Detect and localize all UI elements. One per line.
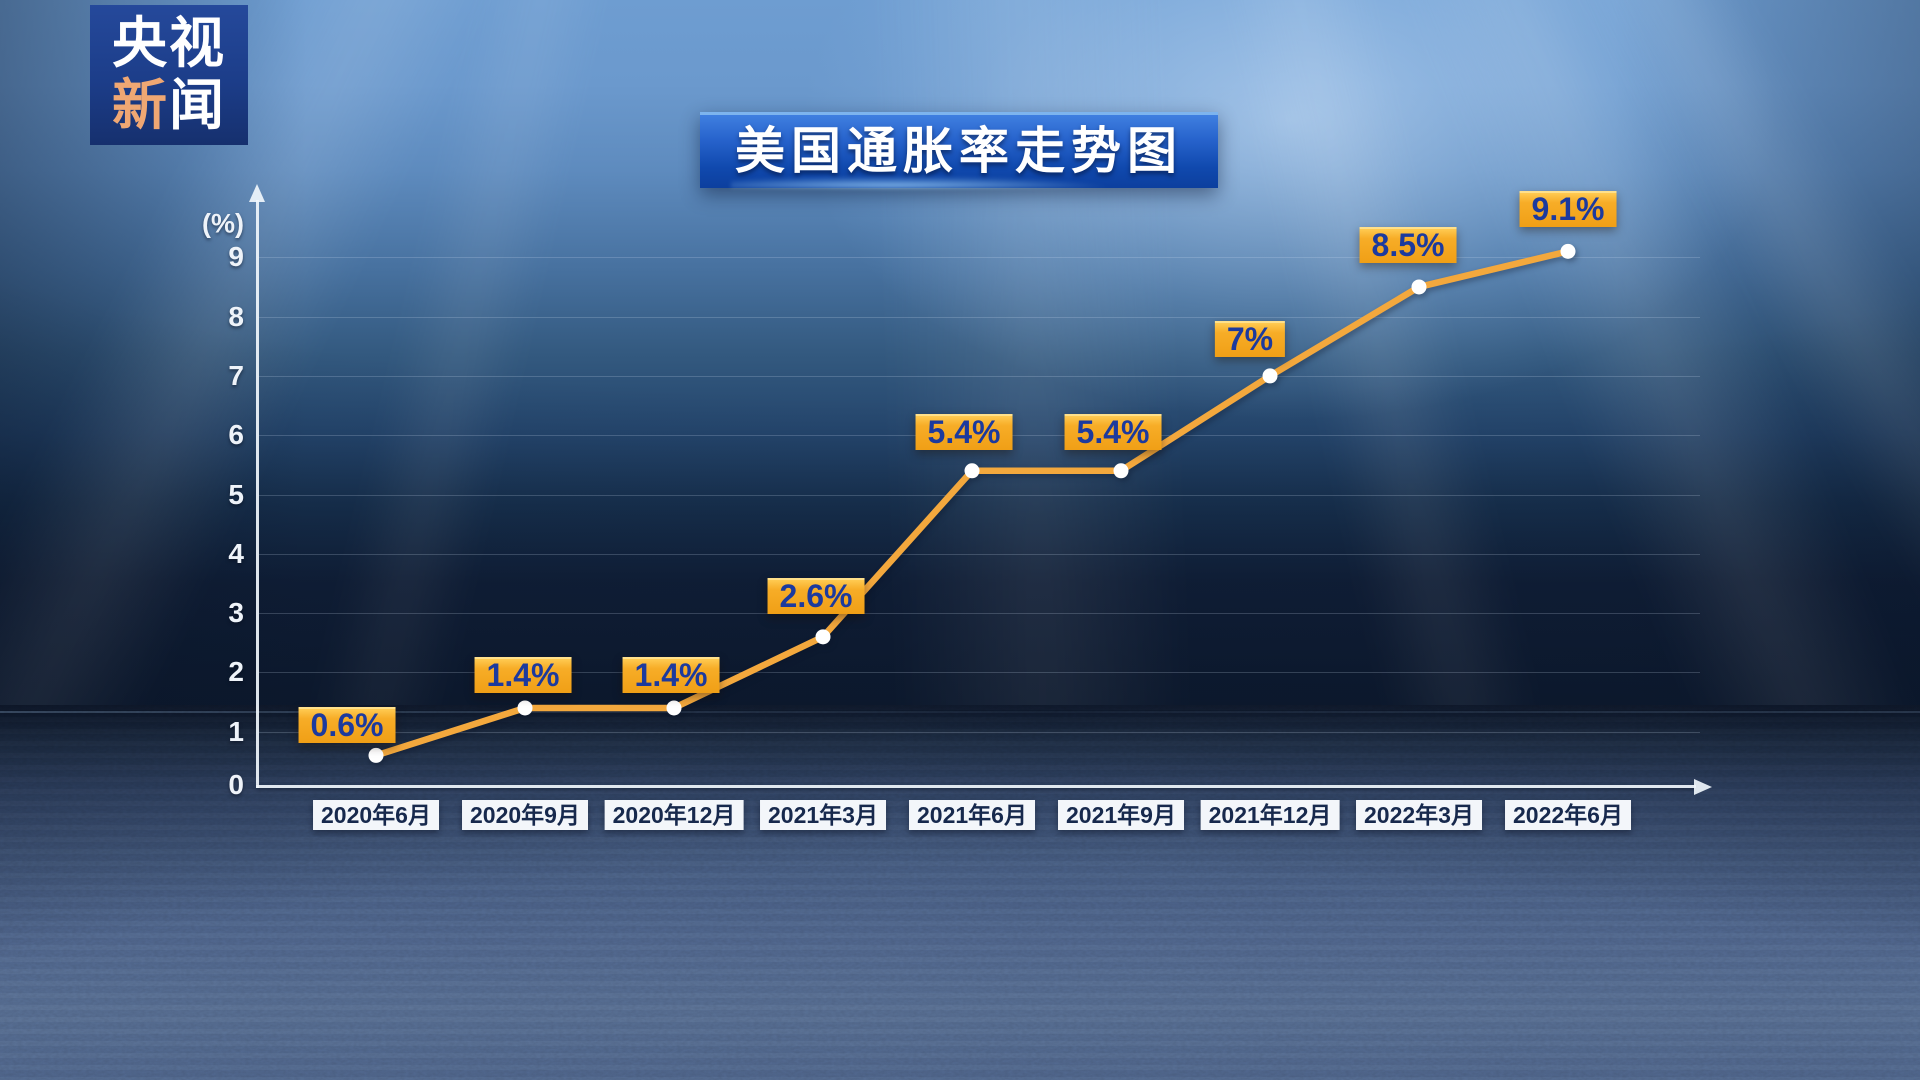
studio-floor	[0, 705, 1920, 1080]
x-axis-category-label: 2022年3月	[1356, 800, 1482, 830]
data-point-marker	[1113, 463, 1129, 479]
y-axis-arrow-icon	[249, 184, 265, 202]
x-axis-line	[256, 785, 1696, 788]
logo-char-wen: 闻	[169, 74, 227, 136]
cctv-news-logo: 央视 新闻	[90, 5, 248, 145]
data-point-marker	[517, 700, 533, 716]
chart-title: 美国通胀率走势图	[735, 123, 1183, 179]
y-axis-tick-label: 4	[228, 537, 244, 569]
stage-light-glow	[640, 0, 1920, 520]
y-axis-tick-label: 5	[228, 478, 244, 510]
data-point-marker	[368, 747, 384, 763]
data-point-marker	[666, 700, 682, 716]
x-axis-category-label: 2022年6月	[1505, 800, 1631, 830]
gridline	[259, 672, 1700, 674]
y-axis-unit-label: (%)	[202, 208, 244, 239]
y-axis-tick-label: 3	[228, 597, 244, 629]
y-axis-tick-label: 2	[228, 656, 244, 688]
gridline	[259, 375, 1700, 377]
data-point-marker	[1411, 279, 1427, 295]
value-label: 1.4%	[474, 656, 572, 693]
gridline	[259, 553, 1700, 555]
value-label: 5.4%	[1064, 413, 1162, 450]
floor-texture	[0, 705, 1920, 1080]
gridline	[259, 613, 1700, 615]
x-axis-category-label: 2021年3月	[760, 800, 886, 830]
y-axis-tick-label: 9	[228, 241, 244, 273]
x-axis-category-label: 2020年12月	[604, 800, 744, 830]
gridline	[259, 257, 1700, 259]
logo-text-line1: 央视	[111, 12, 226, 75]
value-label: 5.4%	[915, 413, 1013, 450]
gridline	[259, 316, 1700, 318]
value-label: 7%	[1214, 320, 1286, 357]
y-axis-line	[256, 200, 259, 788]
x-axis-category-label: 2020年6月	[313, 800, 439, 830]
gridline	[259, 494, 1700, 496]
value-label: 0.6%	[298, 707, 396, 744]
value-label: 1.4%	[622, 656, 720, 693]
y-axis-tick-label: 6	[228, 419, 244, 451]
gridline	[259, 731, 1700, 733]
logo-text-line2: 新闻	[111, 74, 227, 137]
logo-char-xin: 新	[111, 74, 169, 136]
data-point-marker	[964, 463, 980, 479]
y-axis-tick-label: 0	[228, 769, 244, 800]
y-axis-tick-label: 7	[228, 359, 244, 391]
data-point-marker	[1262, 368, 1278, 384]
y-axis-tick-label: 8	[228, 300, 244, 332]
data-point-marker	[1560, 243, 1576, 259]
value-label: 2.6%	[767, 577, 865, 614]
x-axis-arrow-icon	[1694, 778, 1712, 795]
x-axis-category-label: 2020年9月	[462, 800, 588, 830]
x-axis-category-label: 2021年12月	[1200, 800, 1340, 830]
y-axis-tick-label: 1	[228, 715, 244, 747]
x-axis-category-label: 2021年6月	[909, 800, 1035, 830]
x-axis-category-label: 2021年9月	[1058, 800, 1184, 830]
chart-title-banner: 美国通胀率走势图	[700, 112, 1218, 188]
data-point-marker	[815, 629, 831, 645]
value-label: 8.5%	[1359, 226, 1457, 263]
value-label: 9.1%	[1519, 191, 1617, 228]
